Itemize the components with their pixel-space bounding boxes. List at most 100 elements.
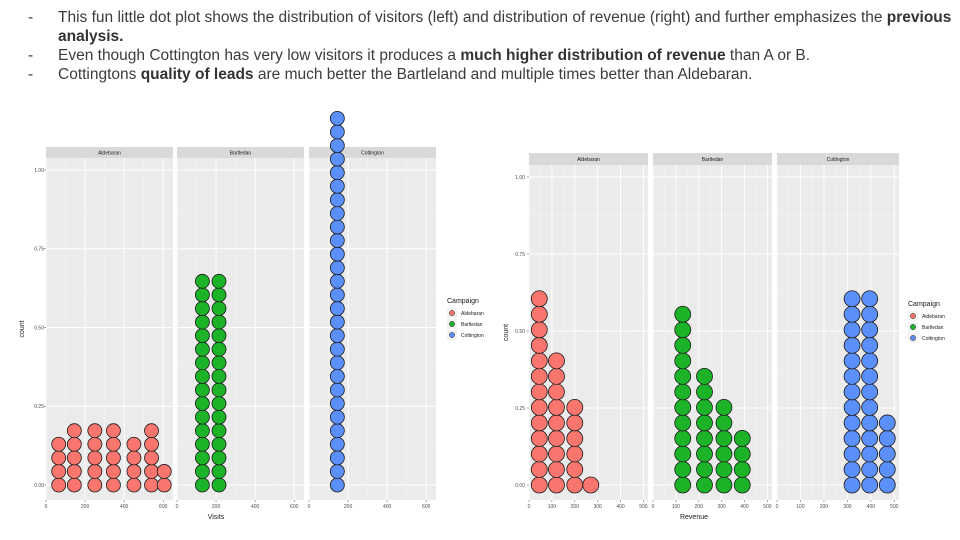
dot xyxy=(211,423,227,439)
y-tick-label: 1.00 xyxy=(34,168,44,174)
chart-revenue: Aldebaran 0 100 200 300 400 500 Bartledan 0 100 20… xyxy=(503,153,945,521)
dot xyxy=(878,430,896,447)
dot xyxy=(87,450,103,466)
dot xyxy=(126,477,142,493)
y-tick-label: 0.00 xyxy=(34,483,44,489)
dot xyxy=(194,301,210,316)
bullet-text: This fun little dot plot shows the distr… xyxy=(58,9,887,26)
x-tick-label: 400 xyxy=(616,504,625,510)
dot xyxy=(843,305,861,323)
dot xyxy=(733,461,751,478)
dot xyxy=(329,477,345,493)
dot xyxy=(87,464,103,479)
dot xyxy=(674,476,692,494)
dot xyxy=(329,409,345,425)
dot xyxy=(861,476,879,494)
dot xyxy=(194,355,210,371)
x-tick-label: 200 xyxy=(695,504,704,510)
bullet-item: - Even though Cottington has very low vis… xyxy=(22,46,952,65)
dot xyxy=(548,367,565,385)
dot xyxy=(530,336,548,354)
x-tick-label: 200 xyxy=(81,504,90,510)
dot xyxy=(715,430,733,447)
dot xyxy=(674,367,692,385)
dot xyxy=(211,436,227,452)
facet-label: Bartledan xyxy=(230,150,252,156)
legend-swatch xyxy=(449,321,455,327)
dot xyxy=(329,355,345,371)
dot xyxy=(329,341,345,357)
facet-strip xyxy=(529,153,648,165)
dot xyxy=(211,396,227,411)
dot xyxy=(194,382,210,398)
x-tick-label: 200 xyxy=(212,504,221,510)
x-tick-label: 400 xyxy=(383,504,392,510)
bullet-item: - Cottingtons quality of leads are much b… xyxy=(22,65,952,84)
dot xyxy=(715,461,733,478)
x-tick-label: 0 xyxy=(45,504,48,510)
dot xyxy=(843,321,861,339)
dot xyxy=(530,305,548,323)
legend-entry: Aldebaran xyxy=(922,314,945,320)
dot xyxy=(329,436,345,452)
dot xyxy=(566,476,584,494)
dot xyxy=(329,368,345,384)
dot xyxy=(144,436,159,452)
x-tick-label: 0 xyxy=(776,504,779,510)
dot xyxy=(696,383,713,401)
dot xyxy=(878,476,896,494)
dot xyxy=(696,414,713,432)
dot xyxy=(696,476,713,494)
dot xyxy=(329,273,345,289)
y-tick-label: 0.50 xyxy=(34,325,44,331)
dot xyxy=(674,445,692,463)
dot xyxy=(144,423,159,439)
dot xyxy=(194,477,210,493)
dot xyxy=(733,445,751,463)
facet-strip xyxy=(309,147,436,158)
facet-strip xyxy=(653,153,772,165)
dot xyxy=(211,301,227,316)
bullet-text: than A or B. xyxy=(725,47,811,64)
dot xyxy=(843,367,861,385)
dot xyxy=(674,336,692,354)
dot xyxy=(211,382,227,398)
dot xyxy=(211,314,227,330)
dot xyxy=(861,430,879,447)
dot xyxy=(329,450,345,466)
dot xyxy=(530,383,548,401)
dot xyxy=(329,382,345,398)
dot xyxy=(566,414,584,432)
facet-label: Cottington xyxy=(827,157,850,163)
dot xyxy=(329,165,345,181)
dot xyxy=(66,423,82,439)
x-tick-label: 100 xyxy=(548,504,557,510)
y-tick-label: 0.75 xyxy=(34,247,44,253)
y-tick-label: 0.50 xyxy=(515,329,525,335)
dot xyxy=(530,367,548,385)
dot xyxy=(861,321,879,339)
dot xyxy=(126,464,142,479)
dot xyxy=(144,450,159,466)
facet-label: Aldebaran xyxy=(577,157,600,163)
dot xyxy=(861,352,879,370)
dot xyxy=(329,205,345,221)
x-tick-label: 600 xyxy=(422,504,431,510)
bullet-emphasis: previous analysis. xyxy=(58,9,952,45)
dot xyxy=(51,464,67,479)
dot xyxy=(548,461,565,478)
dot xyxy=(843,430,861,447)
facet-strip xyxy=(177,147,304,158)
dot xyxy=(329,287,345,303)
dot xyxy=(329,314,345,330)
dot xyxy=(548,430,565,447)
x-tick-label: 400 xyxy=(867,504,876,510)
dot xyxy=(566,445,584,463)
x-tick-label: 600 xyxy=(290,504,299,510)
x-tick-label: 200 xyxy=(820,504,829,510)
dot xyxy=(329,110,345,126)
dot xyxy=(329,219,345,235)
bullet-text: Cottingtons xyxy=(58,66,141,83)
x-tick-label: 0 xyxy=(528,504,531,510)
